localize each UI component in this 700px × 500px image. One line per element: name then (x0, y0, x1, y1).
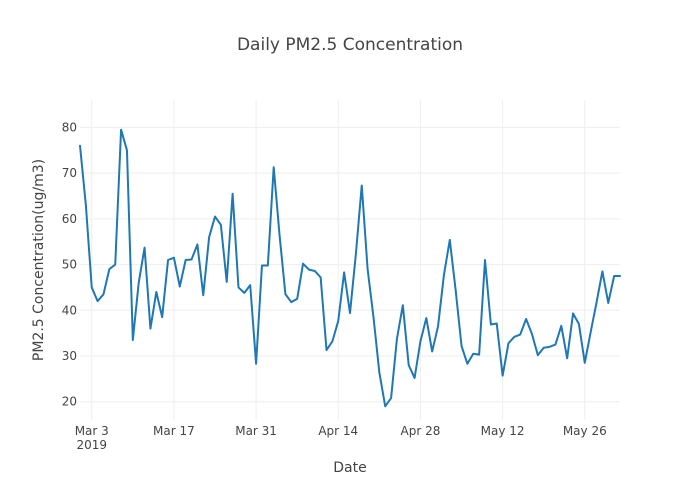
y-axis-label: PM2.5 Concentration(ug/m3) (31, 159, 47, 361)
y-tick-label-1: 30 (62, 349, 77, 363)
x-tick-label-4: Apr 28 (401, 424, 441, 438)
x-tick-sublabel-0: 2019 (76, 438, 107, 452)
y-tick-label-2: 40 (62, 303, 77, 317)
x-tick-label-2: Mar 31 (235, 424, 277, 438)
series-layer (79, 128, 621, 408)
y-tick-labels: 20 30 40 50 60 70 80 (62, 120, 77, 408)
x-tick-label-3: Apr 14 (318, 424, 358, 438)
x-gridlines (91, 100, 586, 420)
x-axis-label: Date (333, 460, 366, 476)
x-tick-label-1: Mar 17 (153, 424, 195, 438)
chart-title: Daily PM2.5 Concentration (237, 35, 463, 55)
y-tick-label-4: 60 (62, 212, 77, 226)
y-tick-label-6: 80 (62, 120, 77, 134)
x-tick-label-0: Mar 3 (75, 424, 109, 438)
x-tick-label-6: May 26 (563, 424, 607, 438)
y-tick-label-5: 70 (62, 166, 77, 180)
x-tick-label-5: May 12 (481, 424, 525, 438)
y-tick-label-3: 50 (62, 258, 77, 272)
y-tick-label-0: 20 (62, 395, 77, 409)
series-line-0 (79, 128, 621, 408)
